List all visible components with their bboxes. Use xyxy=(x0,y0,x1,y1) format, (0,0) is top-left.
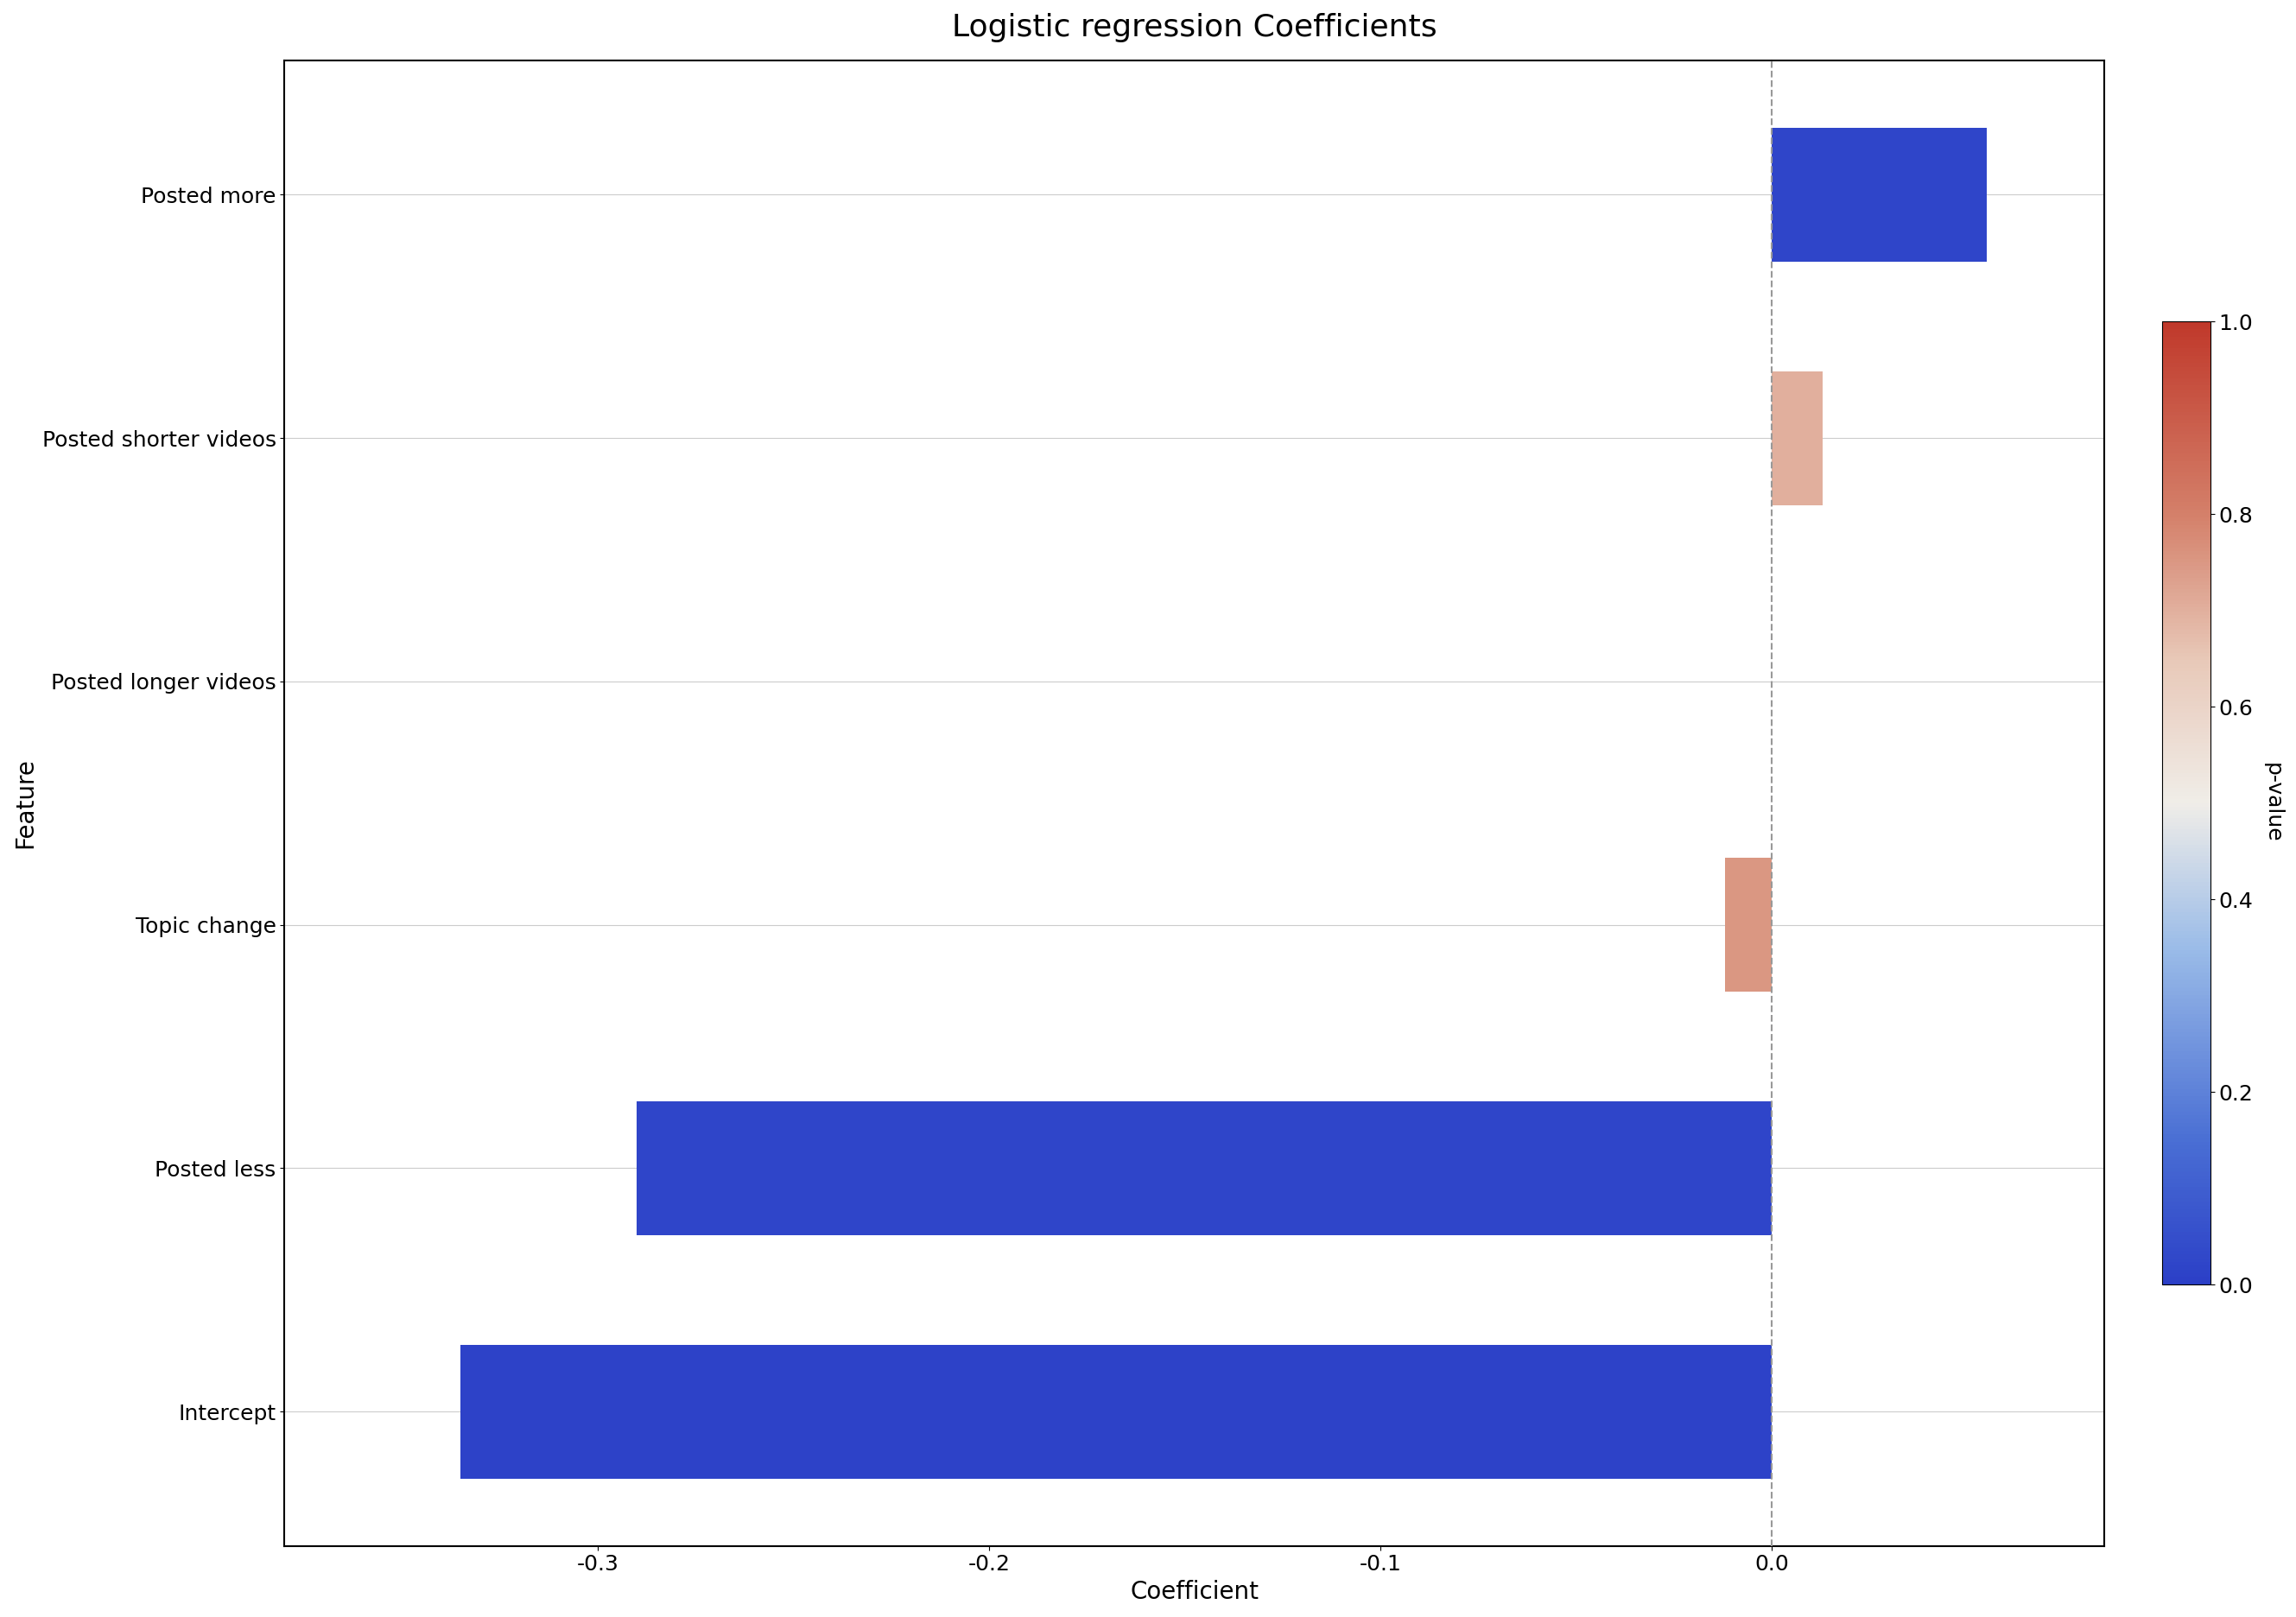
Bar xyxy=(461,1345,1773,1478)
Bar xyxy=(1773,372,1823,505)
Bar xyxy=(636,1101,1773,1235)
Y-axis label: Feature: Feature xyxy=(14,758,37,849)
Title: Logistic regression Coefficients: Logistic regression Coefficients xyxy=(953,13,1437,42)
X-axis label: Coefficient: Coefficient xyxy=(1130,1580,1258,1604)
Bar xyxy=(1724,859,1773,991)
Bar xyxy=(1773,128,1986,262)
Y-axis label: p-value: p-value xyxy=(2262,763,2282,842)
